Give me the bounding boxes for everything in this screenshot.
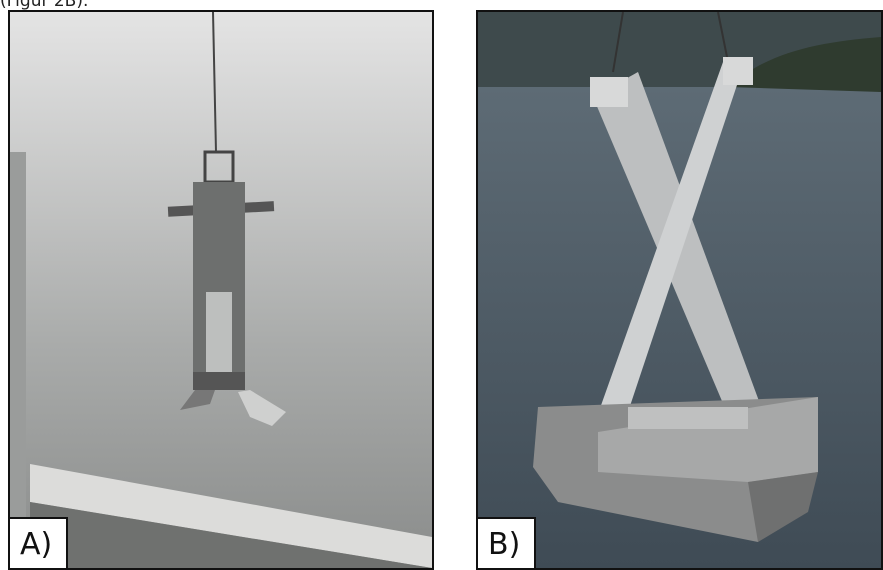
page: {"caption": "(Figur 2B).", "panels": [{"… [0, 0, 883, 570]
panel-label: B) [478, 517, 536, 568]
panel-label: A) [10, 517, 68, 568]
photo [478, 12, 881, 568]
photo-panel: B) [476, 10, 883, 570]
photo-panel: A) [8, 10, 434, 570]
photo [10, 12, 432, 568]
